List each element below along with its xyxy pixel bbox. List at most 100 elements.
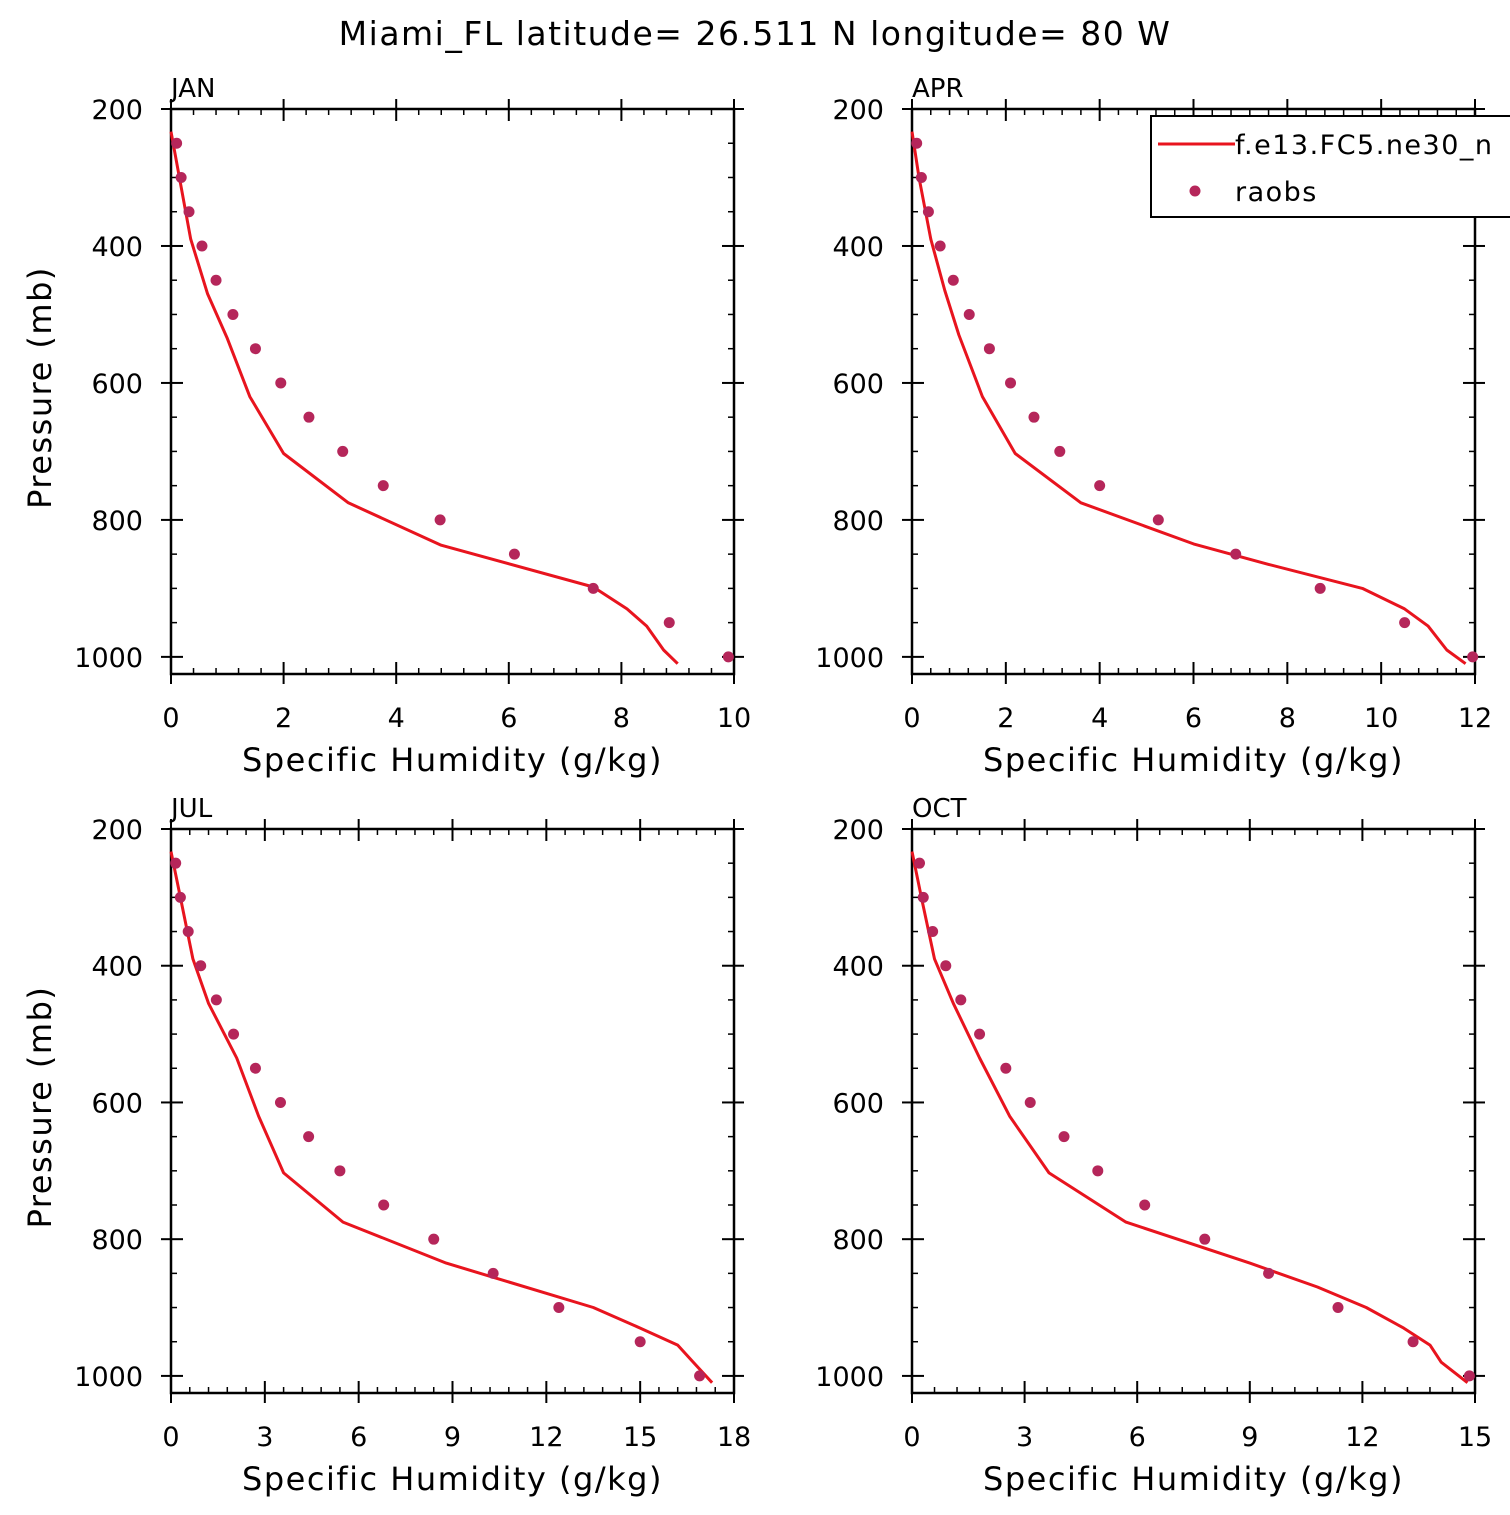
x-tick-label: 6 — [350, 1422, 367, 1453]
x-tick-label: 0 — [903, 1422, 920, 1453]
x-tick-label: 6 — [500, 703, 517, 734]
obs-point — [182, 926, 194, 938]
obs-point — [1314, 582, 1326, 594]
legend-obs-label: raobs — [1235, 177, 1318, 208]
x-tick-label: 2 — [275, 703, 292, 734]
obs-point — [434, 514, 446, 526]
y-axis-label: Pressure (mb) — [21, 266, 59, 509]
y-tick-label: 200 — [91, 95, 143, 126]
obs-point — [1005, 377, 1017, 389]
panel-label: APR — [912, 74, 964, 104]
x-tick-label: 8 — [613, 703, 630, 734]
obs-point — [228, 1028, 240, 1040]
x-tick-label: 0 — [903, 703, 920, 734]
legend-model-label: f.e13.FC5.ne30_n — [1235, 130, 1494, 161]
x-tick-label: 12 — [1345, 1422, 1379, 1453]
y-tick-label: 800 — [832, 1225, 884, 1256]
obs-point — [183, 206, 195, 218]
x-tick-label: 0 — [162, 1422, 179, 1453]
obs-point — [196, 240, 208, 252]
model-line — [910, 851, 1469, 1384]
obs-point — [694, 1370, 706, 1382]
y-tick-label: 600 — [832, 369, 884, 400]
x-tick-label: 6 — [1129, 1422, 1146, 1453]
obs-point — [508, 548, 520, 560]
x-tick-label: 10 — [1364, 703, 1398, 734]
obs-point — [1199, 1233, 1211, 1245]
obs-point — [1000, 1062, 1012, 1074]
y-tick-label: 600 — [91, 369, 143, 400]
panel-label: OCT — [912, 794, 967, 824]
y-tick-label: 1000 — [815, 643, 884, 674]
model-line — [169, 851, 714, 1384]
y-tick-label: 800 — [832, 506, 884, 537]
y-tick-label: 400 — [832, 232, 884, 263]
obs-point — [915, 171, 927, 183]
x-tick-label: 4 — [388, 703, 405, 734]
y-tick-label: 600 — [91, 1088, 143, 1119]
obs-point — [337, 445, 349, 457]
y-tick-label: 1000 — [74, 643, 143, 674]
obs-point — [171, 137, 183, 149]
obs-point — [227, 308, 239, 320]
y-tick-label: 600 — [832, 1088, 884, 1119]
x-tick-label: 12 — [1458, 703, 1492, 734]
x-tick-label: 2 — [997, 703, 1014, 734]
obs-point — [963, 308, 975, 320]
x-tick-label: 10 — [717, 703, 751, 734]
obs-point — [1024, 1096, 1036, 1108]
obs-point — [1407, 1336, 1419, 1348]
obs-point — [634, 1336, 646, 1348]
obs-point — [170, 857, 182, 869]
obs-point — [1463, 1370, 1475, 1382]
y-tick-label: 400 — [91, 232, 143, 263]
figure-title: Miami_FL latitude= 26.511 N longitude= 8… — [339, 14, 1172, 53]
x-tick-label: 15 — [1458, 1422, 1492, 1453]
obs-point — [210, 994, 222, 1006]
panel-apr: APR 0 2 4 6 8 10 12 200 400 600 800 1000 Specific Hum… — [815, 74, 1510, 779]
obs-point — [934, 240, 946, 252]
model-line — [910, 131, 1467, 665]
x-axis-label: Specific Humidity (g/kg) — [242, 1460, 663, 1498]
obs-point — [974, 1028, 986, 1040]
obs-point — [487, 1267, 499, 1279]
obs-point — [195, 960, 207, 972]
obs-point — [955, 994, 967, 1006]
obs-point — [1399, 617, 1411, 629]
plot-frame — [910, 827, 1477, 1395]
y-tick-label: 200 — [832, 95, 884, 126]
x-tick-label: 15 — [623, 1422, 657, 1453]
obs-point — [1467, 651, 1479, 663]
x-axis-label: Specific Humidity (g/kg) — [242, 741, 663, 779]
y-tick-label: 200 — [91, 815, 143, 846]
obs-point — [175, 171, 187, 183]
x-tick-label: 4 — [1091, 703, 1108, 734]
obs-point — [428, 1233, 440, 1245]
x-tick-label: 12 — [529, 1422, 563, 1453]
obs-point — [983, 343, 995, 355]
x-axis-label: Specific Humidity (g/kg) — [983, 1460, 1404, 1498]
obs-point — [1094, 480, 1106, 492]
obs-point — [1263, 1267, 1275, 1279]
obs-point — [1139, 1199, 1151, 1211]
obs-point — [249, 343, 261, 355]
panel-jul: JUL 0 3 6 9 12 15 18 200 400 600 800 1000 Specific Hu… — [21, 794, 751, 1498]
obs-point — [378, 1199, 390, 1211]
x-tick-label: 6 — [1185, 703, 1202, 734]
obs-point — [553, 1302, 565, 1314]
obs-point — [274, 1096, 286, 1108]
x-tick-label: 0 — [162, 703, 179, 734]
obs-point — [275, 377, 287, 389]
obs-point — [911, 137, 923, 149]
x-axis-label: Specific Humidity (g/kg) — [983, 741, 1404, 779]
obs-point — [1152, 514, 1164, 526]
y-tick-label: 800 — [91, 506, 143, 537]
obs-point — [334, 1165, 346, 1177]
panel-label: JAN — [169, 74, 215, 104]
obs-point — [917, 891, 929, 903]
obs-point — [1054, 445, 1066, 457]
panel-label: JUL — [169, 794, 213, 824]
obs-point — [927, 926, 939, 938]
legend-box — [1150, 115, 1510, 218]
